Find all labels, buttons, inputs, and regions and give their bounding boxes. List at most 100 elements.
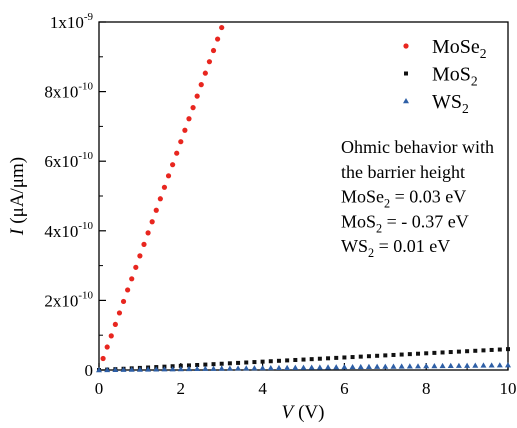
y-tick-exponent: -10 (78, 220, 93, 232)
mose2-point (145, 230, 151, 236)
mos2-point (506, 347, 510, 352)
ws2-point (251, 365, 258, 371)
ws2-point (226, 365, 233, 371)
subscript: 2 (480, 46, 487, 61)
ws2-point (316, 364, 323, 370)
x-axis-label: V (V) (282, 402, 325, 423)
ws2-point (488, 362, 495, 368)
mose2-point (182, 127, 188, 133)
ws2-point (177, 366, 184, 372)
text-segment: = 0.03 eV (390, 187, 466, 207)
ws2-point (300, 364, 307, 370)
ws2-point (259, 365, 266, 371)
mos2-point (399, 352, 404, 357)
mose2-point (194, 93, 200, 99)
text-segment: MoS (432, 64, 471, 86)
ws2-point (104, 366, 111, 373)
x-tick-label: 4 (258, 379, 267, 398)
mos2-point (497, 347, 502, 352)
mose2-point (116, 310, 123, 316)
mos2-point (473, 348, 478, 353)
y-tick-mantissa: 1x10 (50, 13, 84, 32)
mose2-point (190, 105, 196, 111)
legend-label-ws2: WS2 (432, 91, 469, 116)
data-points (96, 24, 511, 373)
ws2-point (431, 363, 438, 369)
y-tick-label: 8x10-10 (44, 81, 93, 102)
ws2-point (112, 366, 119, 373)
ws2-point (194, 365, 201, 372)
y-axis-symbol: I (7, 227, 28, 236)
mose2-point (170, 162, 176, 168)
x-axis-symbol: V (282, 402, 296, 423)
mose2-point (112, 321, 118, 328)
mose2-point (129, 276, 135, 282)
y-tick-mantissa: 6x10 (44, 152, 78, 171)
mose2-point (210, 47, 217, 54)
mose2-point (178, 139, 184, 145)
legend-label-mose2: MoSe2 (432, 36, 487, 61)
mos2-point (244, 360, 249, 365)
ws2-point (235, 365, 242, 371)
ws2-point (455, 362, 462, 368)
mose2-point (165, 173, 172, 179)
legend-marker-mose2 (403, 43, 409, 49)
annotation: Ohmic behavior with the barrier height MoS… (341, 137, 494, 260)
y-tick-exponent: -10 (78, 289, 93, 301)
y-tick-mantissa: 4x10 (44, 222, 78, 241)
mos2-point (383, 353, 388, 358)
mos2-point (309, 357, 314, 362)
legend-label-mos2: MoS2 (432, 64, 478, 89)
mose2-point (149, 219, 155, 225)
ws2-point (464, 362, 471, 368)
mos2-point (178, 363, 183, 368)
ws2-point (496, 362, 503, 368)
mos2-point (285, 358, 290, 363)
mose2-point (186, 116, 192, 122)
mos2-point (456, 349, 461, 354)
mos2-point (342, 355, 347, 360)
ws2-point (406, 363, 413, 369)
ws2-point (153, 366, 160, 372)
y-tick-label: 1x10-9 (50, 11, 94, 32)
text-segment: = 0.01 eV (374, 236, 450, 256)
x-tick-label: 8 (422, 379, 431, 398)
ws2-point (472, 362, 479, 368)
ws2-point (169, 366, 176, 372)
mos2-point (334, 355, 339, 360)
ws2-point (185, 365, 192, 372)
mose2-point (108, 333, 114, 339)
annotation-line: MoS2 = - 0.37 eV (341, 211, 469, 235)
mose2-point (120, 298, 127, 305)
mos2-point (448, 350, 453, 355)
text-segment: MoSe (341, 187, 384, 207)
y-tick-exponent: -9 (84, 11, 94, 23)
ws2-point (275, 364, 282, 371)
mose2-point (161, 184, 168, 190)
y-tick-label: 4x10-10 (44, 220, 93, 241)
subscript: 2 (471, 74, 478, 89)
mos2-point (276, 358, 281, 363)
legend-marker-ws2 (403, 98, 409, 104)
y-tick-exponent: -10 (78, 81, 93, 93)
mose2-point (219, 24, 225, 31)
y-tick-mantissa: 2x10 (44, 291, 78, 310)
y-tick-label: 6x10-10 (44, 150, 93, 171)
subscript: 2 (384, 197, 390, 211)
ws2-point (341, 364, 348, 370)
mos2-point (366, 354, 371, 359)
ws2-point (415, 363, 422, 369)
x-tick-label: 0 (95, 379, 104, 398)
ws2-point (136, 366, 143, 372)
mos2-point (416, 351, 421, 356)
ws2-point (218, 365, 225, 371)
text-segment: WS (341, 236, 368, 256)
ws2-point (365, 363, 372, 369)
mose2-point (202, 70, 208, 76)
ws2-point (161, 366, 168, 372)
ws2-point (390, 363, 397, 369)
mos2-point (317, 356, 322, 361)
mos2-point (481, 348, 486, 353)
